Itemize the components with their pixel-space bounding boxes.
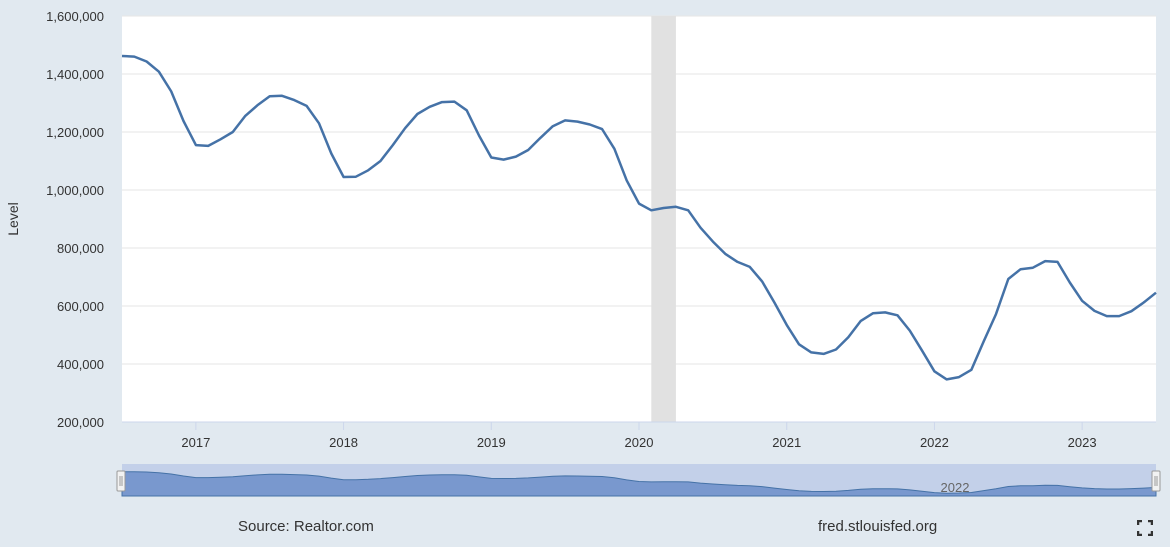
x-tick-label: 2021 bbox=[772, 435, 801, 450]
navigator-series bbox=[121, 471, 1157, 497]
navigator-label: 2022 bbox=[941, 480, 970, 495]
y-tick-label: 800,000 bbox=[57, 241, 104, 256]
source-text: Source: Realtor.com bbox=[238, 518, 374, 535]
y-tick-label: 400,000 bbox=[57, 357, 104, 372]
gridlines bbox=[122, 15, 1156, 365]
series-line bbox=[121, 54, 1157, 381]
x-tick-label: 2023 bbox=[1068, 435, 1097, 450]
x-axis: 2017 2018 2019 2020 2021 2022 2023 bbox=[122, 421, 1156, 450]
fullscreen-icon[interactable] bbox=[1136, 519, 1154, 537]
y-tick-label: 1,000,000 bbox=[46, 183, 104, 198]
y-tick-label: 600,000 bbox=[57, 299, 104, 314]
x-tick-label: 2022 bbox=[920, 435, 949, 450]
navigator-handle-left[interactable] bbox=[116, 470, 126, 492]
y-tick-label: 1,400,000 bbox=[46, 67, 104, 82]
y-axis-label: Level bbox=[5, 202, 21, 235]
fred-link[interactable]: fred.stlouisfed.org bbox=[818, 518, 938, 535]
x-tick-label: 2019 bbox=[477, 435, 506, 450]
y-tick-label: 1,200,000 bbox=[46, 125, 104, 140]
x-tick-label: 2017 bbox=[181, 435, 210, 450]
x-tick-label: 2020 bbox=[625, 435, 654, 450]
plot-background bbox=[122, 16, 1156, 422]
y-tick-label: 1,600,000 bbox=[46, 9, 104, 24]
recession-shading bbox=[651, 16, 676, 422]
navigator-handle-right[interactable] bbox=[1151, 470, 1161, 492]
y-tick-label: 200,000 bbox=[57, 415, 104, 430]
x-tick-label: 2018 bbox=[329, 435, 358, 450]
y-axis: 200,000 400,000 600,000 800,000 1,000,000 1,2… bbox=[46, 9, 104, 430]
navigator[interactable]: 2022 bbox=[116, 464, 1161, 497]
